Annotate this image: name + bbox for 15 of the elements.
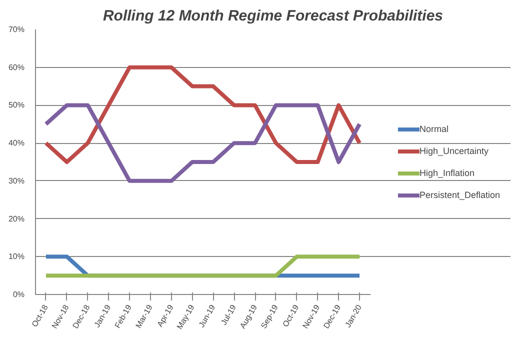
y-tick-label: 50%	[8, 100, 25, 110]
y-tick-label: 60%	[8, 62, 25, 72]
legend-label: Persistent_Deflation	[419, 190, 500, 200]
legend-label: High_Uncertainty	[419, 146, 488, 156]
legend-label: Normal	[419, 124, 448, 134]
y-tick-label: 20%	[8, 214, 25, 224]
y-tick-label: 0%	[12, 290, 24, 299]
y-tick-label: 30%	[8, 176, 25, 186]
line-series	[44, 103, 362, 183]
y-tick-label: 10%	[8, 252, 25, 262]
legend-label: High_Inflation	[419, 168, 474, 178]
y-tick-label: 40%	[8, 138, 25, 148]
line-series	[44, 65, 362, 164]
chart-title: Rolling 12 Month Regime Forecast Probabilities	[102, 8, 444, 24]
y-tick-label: 70%	[8, 25, 25, 34]
